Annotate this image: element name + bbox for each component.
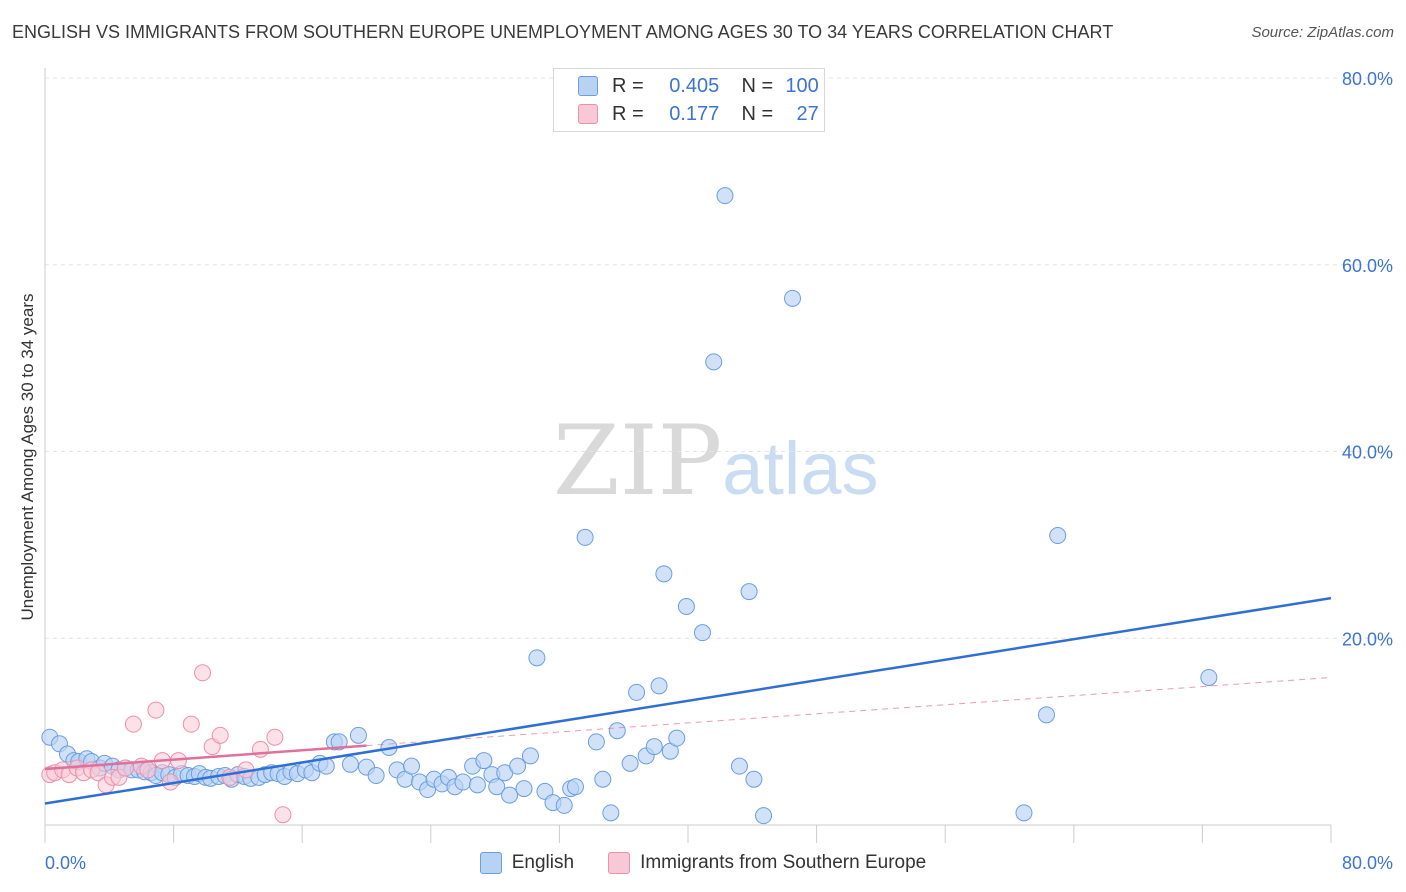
english-point-81 <box>621 754 639 772</box>
english-point-73 <box>555 796 573 814</box>
english-point-78 <box>594 770 612 788</box>
english-point-75 <box>566 778 584 796</box>
english-point-85 <box>650 677 668 695</box>
english-point-91 <box>705 353 723 371</box>
english-n-label: N = <box>741 74 774 97</box>
english-point-86 <box>655 565 673 583</box>
english-point-66 <box>501 786 519 804</box>
english-point-64 <box>488 778 506 796</box>
english-r-label: R = <box>612 74 644 97</box>
watermark-atlas: atlas <box>722 427 879 510</box>
immigrants-r-label: R = <box>612 102 644 125</box>
watermark: ZIPatlas <box>553 405 879 517</box>
english-point-100 <box>1049 527 1067 545</box>
x-tick-label-1: 80.0% <box>1342 853 1393 873</box>
english-point-77 <box>587 733 605 751</box>
english-point-88 <box>668 729 686 747</box>
english-point-98 <box>1015 804 1033 822</box>
legend-row-immigrants: R = 0.177 N = 27 <box>578 101 819 127</box>
legend-immigrants-swatch <box>608 852 631 874</box>
english-point-45 <box>341 755 359 773</box>
english-point-69 <box>521 747 539 765</box>
english-swatch <box>578 76 598 96</box>
english-point-61 <box>468 776 486 794</box>
english-point-90 <box>693 624 711 642</box>
english-point-82 <box>628 683 646 701</box>
english-point-101 <box>1200 668 1218 686</box>
immigrants-trend-extension <box>366 676 1332 747</box>
immigrants-point-26 <box>266 728 284 746</box>
english-point-92 <box>716 187 734 205</box>
y-tick-label-0: 20.0% <box>1342 629 1393 649</box>
english-n-value: 100 <box>785 74 819 97</box>
correlation-legend: R = 0.405 N = 100 R = 0.177 N = 27 <box>553 68 825 132</box>
watermark-zip: ZIP <box>553 405 723 517</box>
y-tick-label-3: 80.0% <box>1342 69 1393 89</box>
english-point-44 <box>330 733 348 751</box>
english-point-79 <box>602 804 620 822</box>
immigrants-n-value: 27 <box>796 102 819 125</box>
english-point-67 <box>509 757 527 775</box>
legend-immigrants-label: Immigrants from Southern Europe <box>640 852 927 873</box>
english-point-84 <box>645 738 663 756</box>
y-tick-label-1: 40.0% <box>1342 443 1393 463</box>
immigrants-n-label: N = <box>741 102 774 125</box>
english-r-value: 0.405 <box>669 74 720 97</box>
english-point-99 <box>1037 706 1055 724</box>
english-point-96 <box>755 807 773 825</box>
immigrants-r-value: 0.177 <box>669 102 720 125</box>
english-point-93 <box>730 757 748 775</box>
source-label: Source: ZipAtlas.com <box>1251 24 1394 41</box>
english-point-59 <box>454 773 472 791</box>
english-point-89 <box>677 598 695 616</box>
immigrants-trend-line <box>44 744 367 771</box>
english-point-68 <box>515 780 533 798</box>
immigrants-point-20 <box>194 664 212 682</box>
x-tick-label-0: 0.0% <box>45 853 86 873</box>
immigrants-point-19 <box>182 715 200 733</box>
english-point-70 <box>528 649 546 667</box>
immigrants-point-15 <box>147 701 165 719</box>
english-point-95 <box>745 770 763 788</box>
chart-title: ENGLISH VS IMMIGRANTS FROM SOUTHERN EURO… <box>12 22 1114 42</box>
english-point-76 <box>576 528 594 546</box>
english-point-62 <box>475 752 493 770</box>
y-tick-label-2: 60.0% <box>1342 256 1393 276</box>
immigrants-point-23 <box>221 768 239 786</box>
legend-english-label: English <box>511 852 575 873</box>
english-trend-line <box>44 596 1332 805</box>
english-point-46 <box>349 726 367 744</box>
english-point-80 <box>608 722 626 740</box>
legend-row-english: R = 0.405 N = 100 <box>578 73 819 99</box>
legend-item-english: English <box>479 852 575 874</box>
immigrants-point-22 <box>211 726 229 744</box>
immigrants-point-14 <box>139 761 157 779</box>
immigrants-point-27 <box>274 806 292 824</box>
series-legend: English Immigrants from Southern Europe <box>0 852 1406 874</box>
english-point-52 <box>403 757 421 775</box>
legend-item-immigrants: Immigrants from Southern Europe <box>608 852 926 874</box>
immigrants-point-12 <box>124 715 142 733</box>
english-point-48 <box>367 767 385 785</box>
english-point-97 <box>783 289 801 307</box>
english-point-94 <box>740 583 758 601</box>
immigrants-swatch <box>578 104 598 124</box>
legend-english-swatch <box>479 852 502 874</box>
